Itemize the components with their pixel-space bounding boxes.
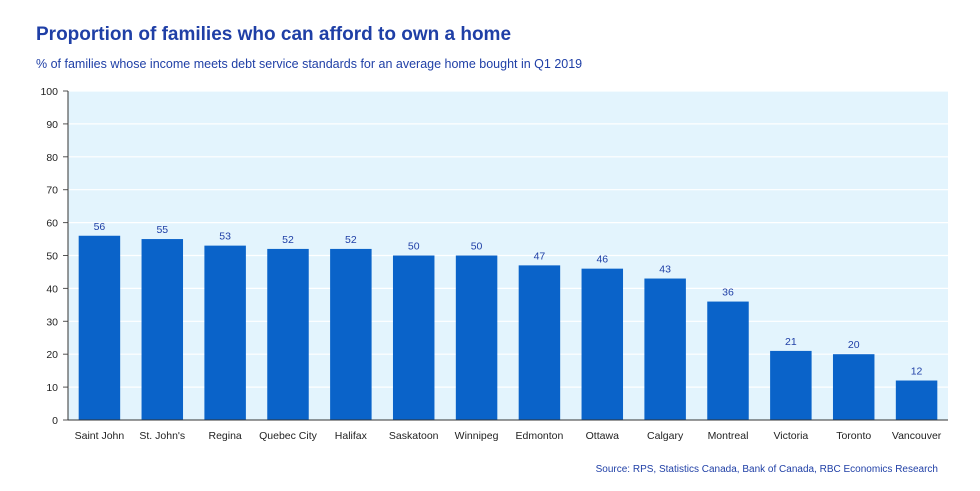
chart-subtitle: % of families whose income meets debt se…: [36, 57, 583, 71]
data-labels: 56 55 53 52 52 50 50 47 46 43 36 21 20 12: [94, 221, 923, 378]
bar: [518, 265, 561, 420]
data-label: 52: [345, 234, 357, 246]
bar: [267, 248, 309, 420]
data-label: 36: [722, 287, 734, 299]
bar: [895, 380, 938, 420]
y-tick-label: 70: [46, 185, 58, 197]
data-label: 12: [911, 366, 923, 378]
y-tick-label: 90: [46, 119, 58, 131]
category-label: Ottawa: [586, 430, 619, 442]
y-tick-label: 10: [46, 382, 58, 394]
category-label: Regina: [209, 430, 242, 442]
bar: [204, 245, 246, 420]
data-label: 56: [94, 221, 106, 233]
data-label: 43: [659, 264, 671, 276]
bar: [141, 239, 184, 420]
category-label: Toronto: [836, 430, 871, 442]
category-label: Winnipeg: [455, 430, 499, 442]
data-label: 55: [156, 224, 168, 236]
category-label: Edmonton: [515, 430, 563, 442]
category-label: Montreal: [708, 430, 749, 442]
data-label: 53: [219, 231, 231, 243]
data-label: 52: [282, 234, 294, 246]
bars: [78, 235, 938, 420]
bar: [330, 248, 372, 420]
category-label: Victoria: [773, 430, 808, 442]
y-tick-label: 50: [46, 251, 58, 263]
bar: [78, 235, 121, 420]
data-label: 50: [408, 241, 420, 253]
y-tick-label: 100: [40, 86, 58, 98]
data-label: 21: [785, 336, 797, 348]
data-label: 50: [471, 241, 483, 253]
category-label: Vancouver: [892, 430, 942, 442]
y-tick-label: 80: [46, 152, 58, 164]
data-label: 20: [848, 339, 860, 351]
category-label: St. John's: [139, 430, 185, 442]
y-tick-label: 60: [46, 218, 58, 230]
y-tick-label: 30: [46, 316, 58, 328]
y-tick-label: 40: [46, 283, 58, 295]
category-label: Saskatoon: [389, 430, 439, 442]
source-note: Source: RPS, Statistics Canada, Bank of …: [595, 464, 938, 475]
chart-title: Proportion of families who can afford to…: [36, 24, 512, 45]
data-label: 46: [596, 254, 608, 266]
category-label: Quebec City: [259, 430, 318, 442]
category-labels: Saint John St. John's Regina Quebec City Hal…: [75, 430, 942, 442]
y-tick-label: 20: [46, 349, 58, 361]
bar: [707, 301, 749, 420]
y-axis-ticks: 0 10 20 30 40 50 60 70 80 90 100: [40, 86, 68, 427]
bar: [392, 255, 435, 420]
category-label: Halifax: [335, 430, 368, 442]
data-label: 47: [534, 250, 546, 262]
bar: [581, 268, 624, 420]
category-label: Calgary: [647, 430, 684, 442]
bar: [644, 278, 686, 420]
bar: [832, 354, 875, 420]
bar: [770, 350, 812, 420]
y-tick-label: 0: [52, 415, 58, 427]
bar: [455, 255, 498, 420]
category-label: Saint John: [75, 430, 125, 442]
